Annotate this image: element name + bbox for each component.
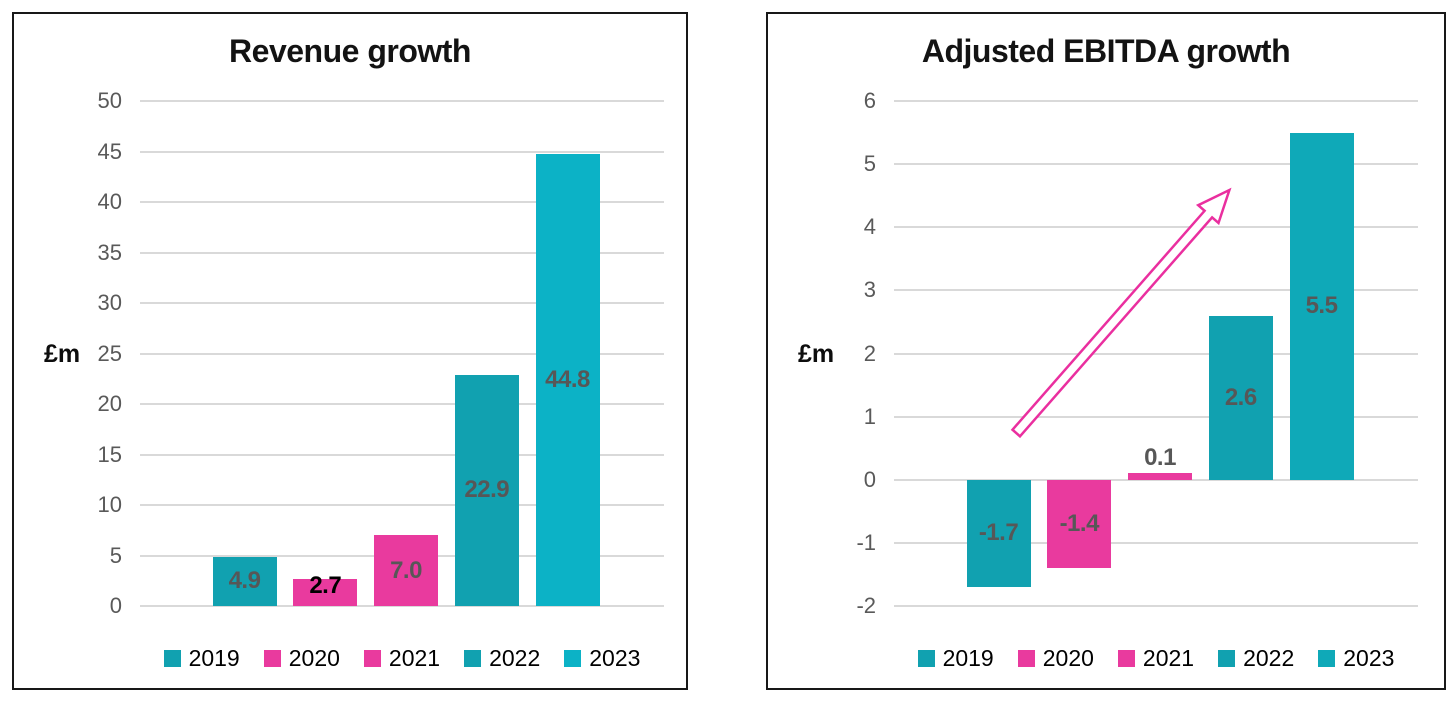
legend-item-2021: 2021	[1117, 644, 1195, 671]
adjusted-ebitda-growth-chart: Adjusted EBITDA growth £m 6 5 4 3 2 1 0 -1 -2 -1.…	[766, 12, 1446, 690]
bar-value-label: -1.7	[978, 519, 1019, 547]
y-tick-label: 1	[863, 403, 876, 429]
bar-2019	[212, 556, 277, 606]
legend-item-2019: 2019	[917, 644, 994, 671]
legend-label: 2023	[589, 644, 641, 671]
y-axis-unit-label: £m	[44, 340, 81, 368]
legend-item-2019: 2019	[163, 644, 240, 671]
bar-value-label: 2.7	[309, 571, 342, 599]
bar-2022	[454, 374, 519, 606]
legend-label: 2020	[1042, 644, 1094, 671]
legend-swatch	[1017, 649, 1035, 667]
legend-label: 2022	[489, 644, 541, 671]
legend-item-2022: 2022	[464, 644, 541, 671]
plot-area: 6 5 4 3 2 1 0 -1 -2 -1.7 -1.4 0.1 2.6 5.5	[768, 14, 1444, 688]
y-tick-label: 20	[97, 391, 122, 416]
gridline	[140, 100, 664, 102]
gridline	[894, 605, 1418, 607]
legend-swatch	[1318, 649, 1336, 667]
y-tick-label: 5	[109, 542, 122, 568]
gridline	[140, 403, 664, 405]
y-axis-unit-label: £m	[798, 340, 835, 368]
y-tick-label: 35	[97, 239, 122, 265]
gridline	[894, 478, 1418, 481]
legend-swatch	[363, 649, 381, 667]
legend-label: 2019	[942, 644, 994, 671]
chart-legend: 2019 2020 2021 2022 2023	[894, 643, 1418, 673]
bar-value-label: -1.4	[1059, 509, 1100, 537]
bar-value-label: 44.8	[545, 365, 590, 393]
gridline	[140, 201, 664, 203]
chart-legend: 2019 2020 2021 2022 2023	[140, 643, 664, 673]
legend-item-2020: 2020	[1017, 644, 1094, 671]
legend-item-2022: 2022	[1218, 644, 1295, 671]
legend-swatch	[163, 649, 181, 667]
y-tick-label: 45	[97, 138, 122, 164]
legend-label: 2023	[1343, 644, 1395, 671]
y-tick-label: 0	[863, 466, 876, 492]
legend-swatch	[1117, 649, 1135, 667]
gridline	[140, 150, 664, 153]
gridline	[140, 453, 664, 456]
legend-swatch	[263, 649, 281, 667]
bar-2021	[1128, 473, 1192, 480]
plot-area: 50 45 40 35 30 25 20 15 10 5 0 4.9 2.7 7.0 22.9 44.8	[14, 14, 686, 688]
gridline	[894, 163, 1418, 166]
y-tick-label: 4	[863, 214, 876, 240]
legend-swatch	[917, 649, 935, 667]
gridline	[140, 302, 664, 304]
y-tick-label: 15	[97, 441, 122, 467]
legend-item-2023: 2023	[1318, 644, 1395, 671]
chart-title: Adjusted EBITDA growth	[921, 33, 1291, 69]
gridline	[140, 251, 664, 254]
y-tick-label: 0	[109, 593, 122, 618]
bar-value-label: 7.0	[390, 556, 422, 584]
legend-swatch	[1218, 649, 1236, 667]
bar-2020	[293, 578, 358, 606]
y-tick-label: 3	[863, 277, 876, 303]
bar-2021	[374, 535, 438, 606]
legend-item-2020: 2020	[263, 644, 340, 671]
legend-item-2023: 2023	[564, 644, 641, 671]
y-tick-label: -2	[856, 593, 876, 618]
bar-value-label: 22.9	[464, 476, 510, 504]
legend-swatch	[464, 649, 482, 667]
y-tick-label: 2	[863, 340, 876, 366]
y-tick-label: 30	[97, 290, 122, 315]
legend-label: 2021	[1142, 644, 1195, 671]
y-tick-label: 40	[97, 189, 122, 214]
bar-value-label: 0.1	[1144, 444, 1176, 472]
y-tick-label: 10	[97, 492, 122, 517]
gridline	[140, 605, 664, 607]
y-tick-label: -1	[856, 529, 876, 555]
legend-swatch	[564, 649, 582, 667]
bar-2023	[535, 153, 600, 606]
y-tick-label: 25	[97, 340, 122, 366]
bar-value-label: 4.9	[228, 567, 261, 595]
gridline	[894, 100, 1418, 102]
legend-label: 2020	[288, 644, 340, 671]
y-tick-label: 6	[863, 88, 876, 113]
bar-value-label: 5.5	[1305, 292, 1338, 320]
bar-2019	[966, 479, 1031, 588]
gridline	[140, 352, 664, 355]
y-tick-label: 50	[97, 88, 122, 113]
bar-value-label: 2.6	[1224, 383, 1257, 411]
gridline	[894, 541, 1418, 544]
y-tick-label: 5	[863, 151, 876, 177]
legend-item-2021: 2021	[363, 644, 441, 671]
bar-2023	[1289, 132, 1354, 480]
legend-label: 2021	[388, 644, 441, 671]
legend-label: 2022	[1243, 644, 1295, 671]
legend-label: 2019	[188, 644, 240, 671]
chart-title: Revenue growth	[229, 33, 471, 69]
revenue-growth-chart: Revenue growth £m 50 45 40 35 30 25 20 15 10 5 0 4.…	[12, 12, 688, 690]
bar-2020	[1047, 479, 1112, 569]
gridline	[140, 504, 664, 506]
